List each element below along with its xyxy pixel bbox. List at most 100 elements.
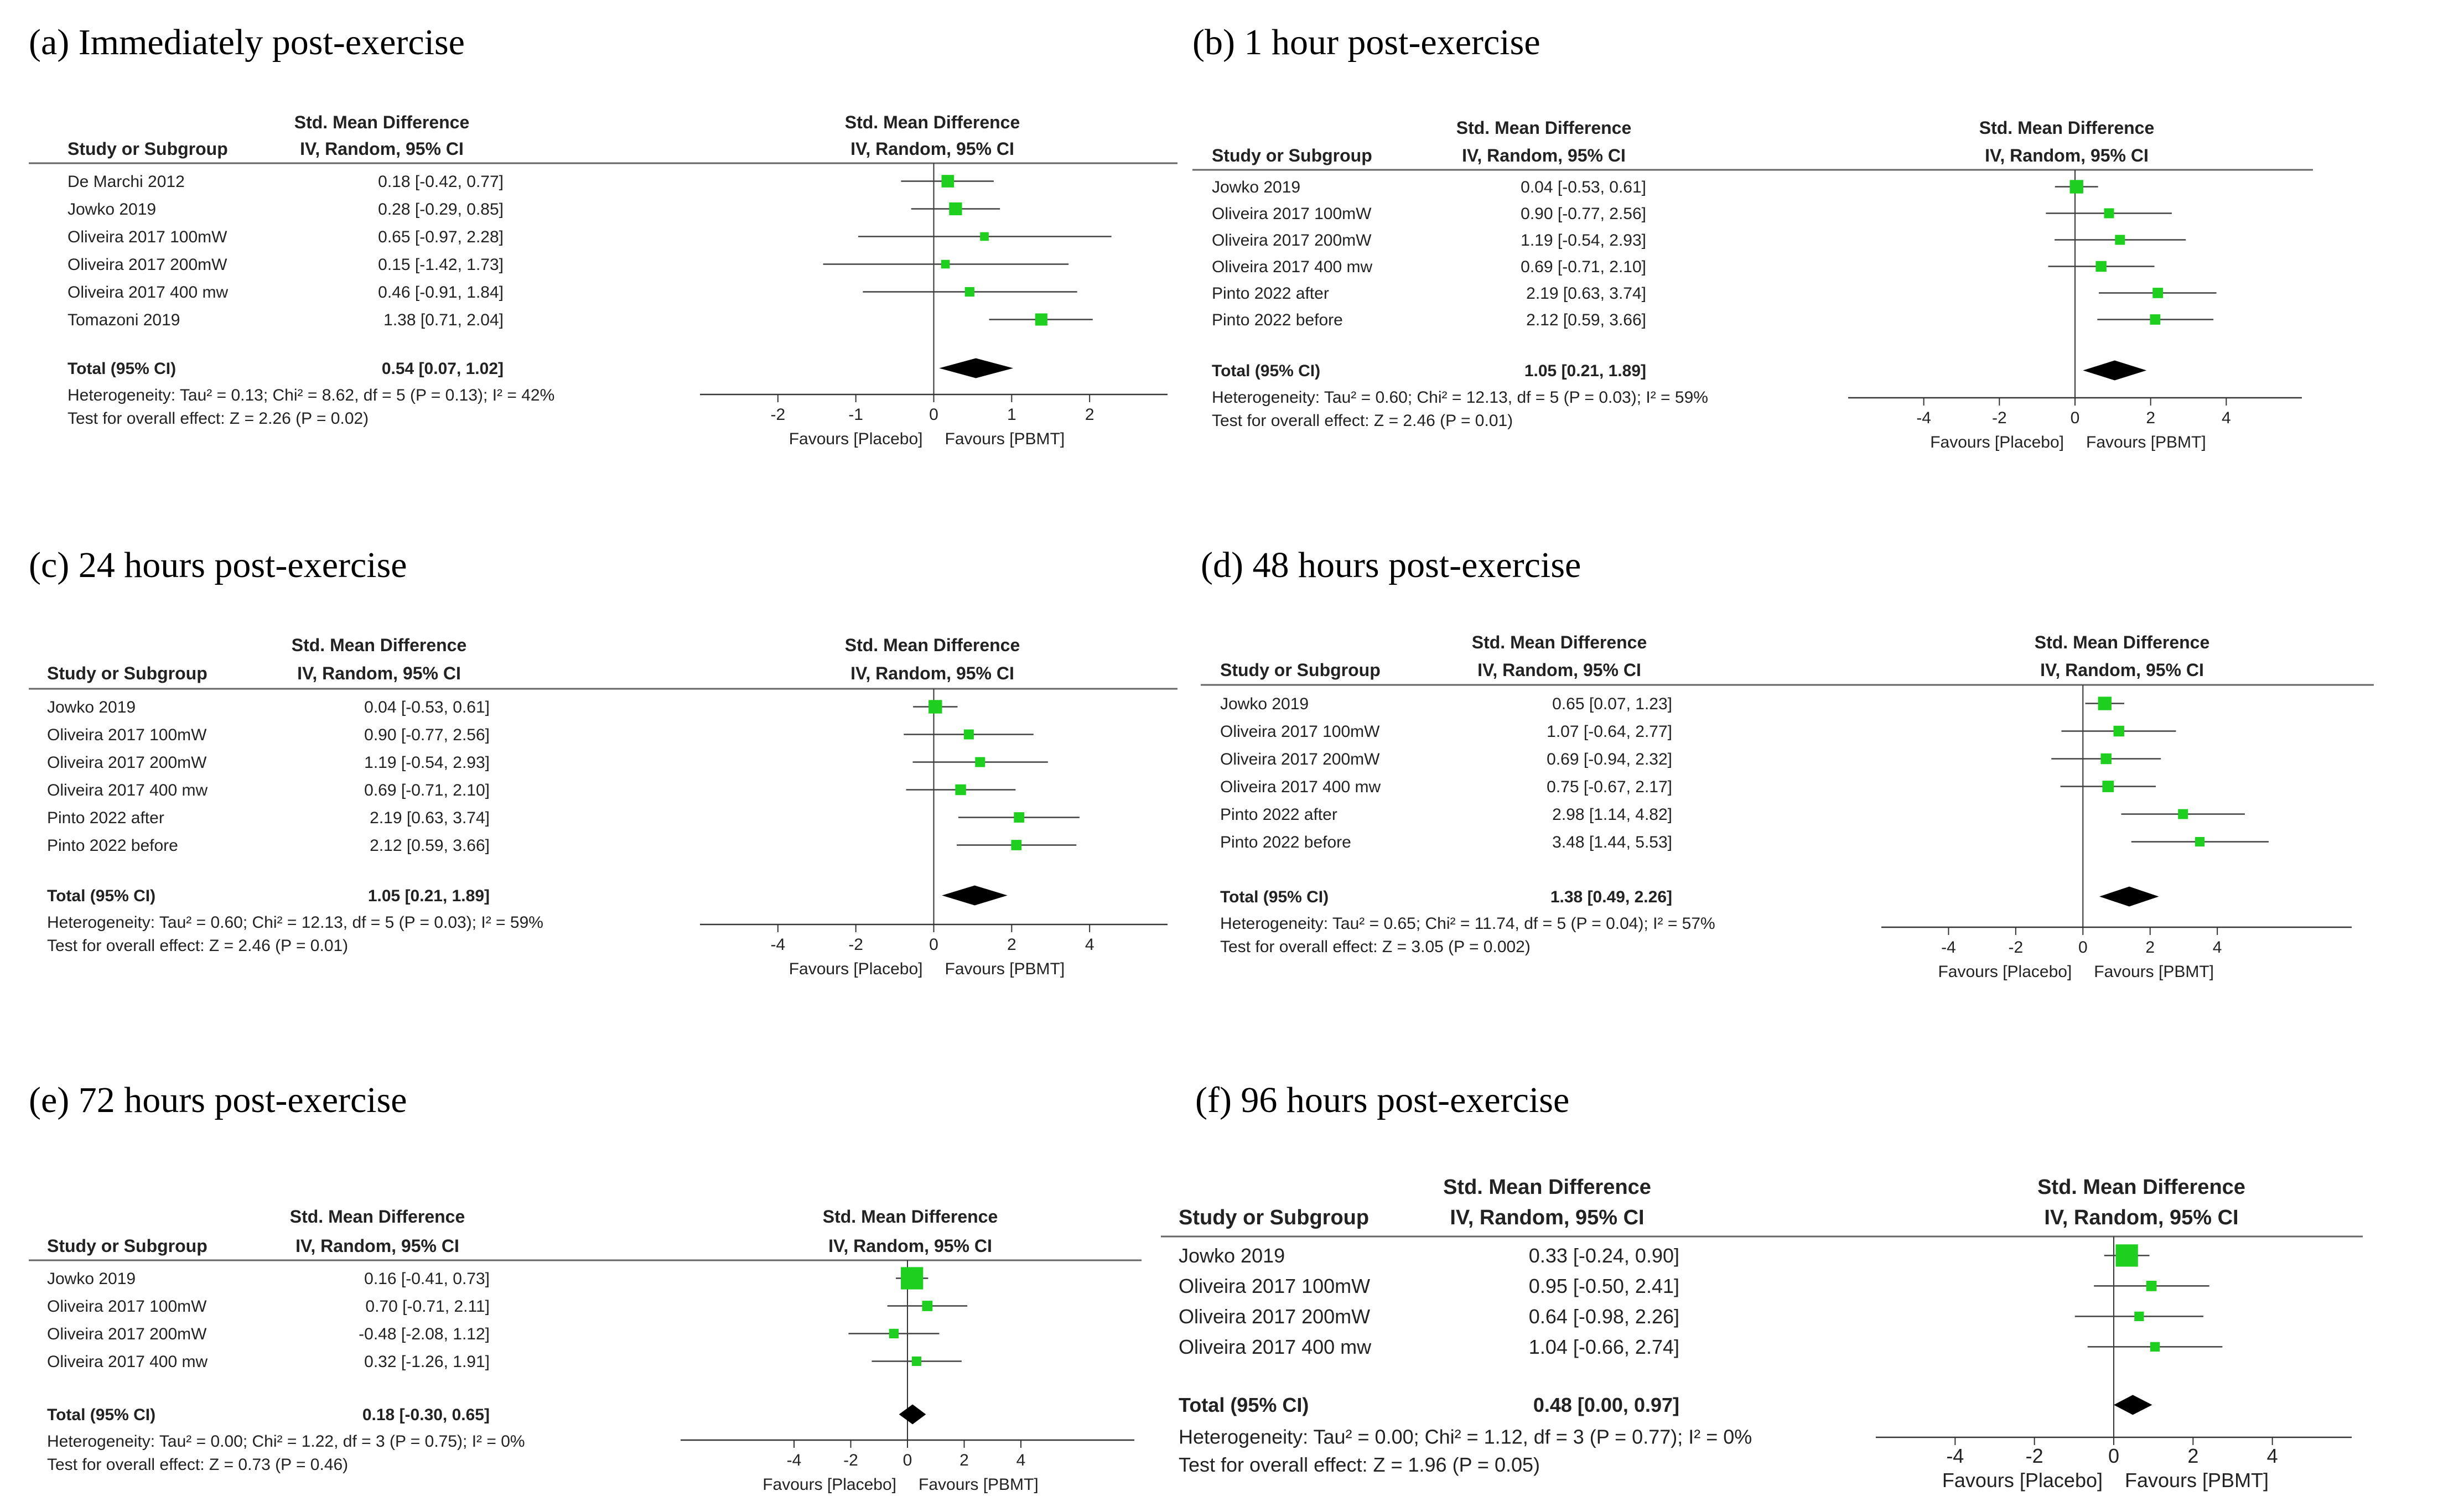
study-ci-text: 2.12 [0.59, 3.66]	[370, 836, 490, 855]
plot-header-ci: IV, Random, 95% CI	[1985, 146, 2149, 165]
x-tick-label: 4	[2213, 938, 2222, 957]
study-name: Oliveira 2017 200mW	[68, 256, 227, 274]
panel-title: (f) 96 hours post-exercise	[1195, 1080, 1569, 1120]
study-ci-text: 0.69 [-0.71, 2.10]	[364, 781, 490, 799]
study-name: Oliveira 2017 100mW	[68, 228, 227, 246]
favours-pbmt-label: Favours [PBMT]	[2086, 433, 2206, 451]
study-ci-text: 0.69 [-0.94, 2.32]	[1547, 750, 1672, 768]
study-ci-text: 0.64 [-0.98, 2.26]	[1529, 1305, 1679, 1328]
study-effect-marker	[2115, 1244, 2138, 1267]
study-name: Jowko 2019	[1220, 695, 1309, 713]
study-name: Oliveira 2017 200mW	[1212, 231, 1372, 250]
study-ci-text: 1.19 [-0.54, 2.93]	[364, 754, 490, 772]
column-header-study: Study or Subgroup	[47, 663, 208, 683]
favours-pbmt-label: Favours [PBMT]	[2094, 963, 2214, 981]
overall-effect-text: Test for overall effect: Z = 1.96 (P = 0…	[1179, 1453, 1540, 1476]
study-name: Oliveira 2017 100mW	[1220, 723, 1380, 741]
study-name: Oliveira 2017 100mW	[1179, 1275, 1370, 1297]
study-ci-text: 1.19 [-0.54, 2.93]	[1521, 231, 1646, 250]
study-effect-marker	[2150, 1342, 2160, 1352]
study-ci-text: 0.69 [-0.71, 2.10]	[1521, 258, 1646, 276]
study-name: De Marchi 2012	[68, 173, 185, 191]
favours-pbmt-label: Favours [PBMT]	[945, 960, 1065, 978]
study-effect-marker	[2146, 1281, 2157, 1291]
study-name: Tomazoni 2019	[68, 311, 180, 329]
total-ci-text: 0.18 [-0.30, 0.65]	[362, 1406, 490, 1424]
study-ci-text: 0.90 [-0.77, 2.56]	[364, 726, 490, 744]
column-header-smd: Std. Mean Difference	[1456, 118, 1632, 138]
study-effect-marker	[964, 287, 974, 297]
total-label: Total (95% CI)	[47, 1406, 155, 1424]
study-effect-marker	[2150, 314, 2161, 325]
total-ci-text: 1.05 [0.21, 1.89]	[1524, 362, 1646, 380]
study-effect-marker	[1035, 313, 1047, 326]
study-effect-marker	[975, 757, 985, 767]
total-ci-text: 0.48 [0.00, 0.97]	[1533, 1394, 1679, 1416]
x-tick-label: -2	[848, 936, 863, 954]
x-tick-label: 2	[959, 1451, 969, 1469]
study-ci-text: 0.15 [-1.42, 1.73]	[378, 256, 504, 274]
study-effect-marker	[2104, 208, 2114, 219]
overall-effect-text: Test for overall effect: Z = 2.46 (P = 0…	[1212, 412, 1513, 430]
x-tick-label: -2	[770, 406, 785, 424]
x-tick-label: 4	[1085, 936, 1094, 954]
study-name: Pinto 2022 before	[47, 836, 178, 855]
study-name: Oliveira 2017 100mW	[47, 1297, 207, 1316]
x-tick-label: 0	[2108, 1445, 2119, 1467]
study-ci-text: 3.48 [1.44, 5.53]	[1552, 833, 1672, 851]
study-effect-marker	[1014, 812, 1025, 823]
plot-header-ci: IV, Random, 95% CI	[850, 139, 1014, 159]
study-ci-text: 0.32 [-1.26, 1.91]	[364, 1353, 490, 1371]
study-effect-marker	[2098, 697, 2112, 710]
x-tick-label: 2	[1085, 406, 1094, 424]
pooled-effect-diamond	[899, 1404, 926, 1425]
plot-header-ci: IV, Random, 95% CI	[850, 663, 1014, 683]
x-tick-label: -2	[2026, 1445, 2043, 1467]
study-name: Oliveira 2017 200mW	[1179, 1305, 1370, 1328]
study-ci-text: 0.65 [-0.97, 2.28]	[378, 228, 504, 246]
total-label: Total (95% CI)	[1220, 888, 1329, 906]
study-name: Oliveira 2017 400 mw	[1179, 1336, 1372, 1358]
study-effect-marker	[2152, 288, 2164, 298]
column-header-smd: Std. Mean Difference	[1472, 632, 1647, 652]
column-header-ci: IV, Random, 95% CI	[1477, 660, 1641, 680]
column-header-smd: Std. Mean Difference	[292, 635, 467, 655]
x-tick-label: 0	[2071, 409, 2080, 427]
x-tick-label: 0	[2078, 938, 2088, 957]
study-ci-text: 0.04 [-0.53, 0.61]	[364, 698, 490, 716]
plot-header-smd: Std. Mean Difference	[1979, 118, 2155, 138]
x-tick-label: -2	[843, 1451, 858, 1469]
x-tick-label: 2	[1007, 936, 1016, 954]
study-name: Oliveira 2017 100mW	[1212, 205, 1372, 223]
column-header-ci: IV, Random, 95% CI	[297, 663, 461, 683]
x-tick-label: -4	[1916, 409, 1931, 427]
study-effect-marker	[949, 202, 962, 216]
study-ci-text: 0.70 [-0.71, 2.11]	[365, 1297, 490, 1316]
study-name: Pinto 2022 after	[1212, 284, 1329, 303]
favours-placebo-label: Favours [Placebo]	[1942, 1469, 2103, 1492]
heterogeneity-text: Heterogeneity: Tau² = 0.60; Chi² = 12.13…	[47, 913, 543, 932]
x-tick-label: -4	[1946, 1445, 1964, 1467]
study-ci-text: 1.38 [0.71, 2.04]	[383, 311, 504, 329]
study-ci-text: 0.65 [0.07, 1.23]	[1552, 695, 1672, 713]
favours-placebo-label: Favours [Placebo]	[1930, 433, 2064, 451]
favours-placebo-label: Favours [Placebo]	[789, 430, 923, 448]
study-name: Pinto 2022 after	[1220, 806, 1337, 824]
study-effect-marker	[955, 784, 966, 796]
study-effect-marker	[2095, 261, 2107, 272]
x-tick-label: 4	[2267, 1445, 2278, 1467]
column-header-ci: IV, Random, 95% CI	[300, 139, 464, 159]
heterogeneity-text: Heterogeneity: Tau² = 0.60; Chi² = 12.13…	[1212, 388, 1708, 407]
study-name: Jowko 2019	[1179, 1244, 1285, 1267]
study-effect-marker	[2178, 809, 2188, 819]
column-header-ci: IV, Random, 95% CI	[295, 1236, 459, 1256]
study-effect-marker	[2102, 781, 2114, 792]
study-ci-text: 0.04 [-0.53, 0.61]	[1521, 178, 1646, 196]
column-header-ci: IV, Random, 95% CI	[1462, 146, 1626, 165]
study-effect-marker	[980, 232, 989, 241]
study-ci-text: 2.19 [0.63, 3.74]	[370, 809, 490, 827]
column-header-study: Study or Subgroup	[47, 1236, 208, 1256]
pooled-effect-diamond	[2099, 886, 2159, 907]
column-header-study: Study or Subgroup	[1220, 660, 1381, 680]
